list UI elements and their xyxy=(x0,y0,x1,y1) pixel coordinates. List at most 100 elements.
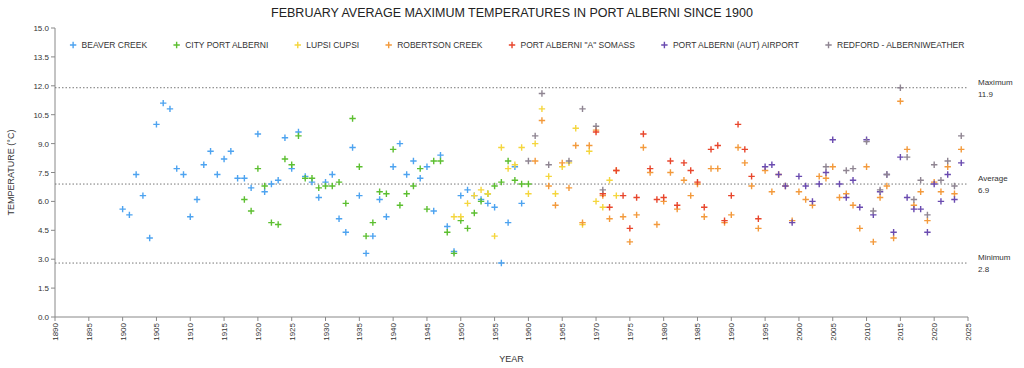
point xyxy=(376,196,382,202)
point xyxy=(654,221,660,227)
point xyxy=(471,192,477,198)
x-axis-line xyxy=(55,317,968,318)
y-tick-label: 10.5 xyxy=(33,111,49,120)
point xyxy=(532,133,538,139)
point xyxy=(816,181,822,187)
x-tick-label: 1935 xyxy=(355,322,364,340)
x-tick xyxy=(663,317,664,321)
point xyxy=(498,144,504,150)
point xyxy=(268,219,274,225)
point xyxy=(316,185,322,191)
title: FEBRUARY AVERAGE MAXIMUM TEMPERATURES IN… xyxy=(271,6,753,20)
point xyxy=(214,171,220,177)
point xyxy=(370,219,376,225)
y-tick xyxy=(51,317,55,318)
x-tick xyxy=(122,317,123,321)
point xyxy=(688,192,694,198)
y-tick-label: 3.0 xyxy=(38,255,50,264)
point xyxy=(518,181,524,187)
legend-marker xyxy=(661,42,667,48)
point xyxy=(904,146,910,152)
point xyxy=(525,190,531,196)
point xyxy=(397,202,403,208)
plot-area xyxy=(119,85,964,267)
point xyxy=(431,208,437,214)
x-axis-title: YEAR xyxy=(499,354,524,364)
point xyxy=(870,208,876,214)
point xyxy=(850,177,856,183)
x-tick xyxy=(426,317,427,321)
y-axis-title: TEMPERATURE (°C) xyxy=(6,130,16,216)
point xyxy=(518,200,524,206)
x-tick xyxy=(697,317,698,321)
point xyxy=(890,235,896,241)
point xyxy=(491,204,497,210)
point xyxy=(924,212,930,218)
y-tick xyxy=(51,201,55,202)
point xyxy=(945,158,951,164)
point xyxy=(343,200,349,206)
point xyxy=(620,214,626,220)
y-tick xyxy=(51,288,55,289)
reference-value: 6.9 xyxy=(978,186,990,195)
point xyxy=(904,194,910,200)
point xyxy=(363,233,369,239)
point xyxy=(329,171,335,177)
point xyxy=(951,190,957,196)
point xyxy=(498,260,504,266)
point xyxy=(207,148,213,154)
point xyxy=(701,214,707,220)
point xyxy=(735,144,741,150)
point xyxy=(924,229,930,235)
point xyxy=(667,158,673,164)
x-tick xyxy=(596,317,597,321)
x-tick xyxy=(190,317,191,321)
point xyxy=(857,204,863,210)
y-tick-label: 7.5 xyxy=(38,169,50,178)
point xyxy=(694,179,700,185)
point xyxy=(336,216,342,222)
point xyxy=(951,183,957,189)
point xyxy=(573,142,579,148)
point xyxy=(836,181,842,187)
legend-marker xyxy=(385,42,391,48)
point xyxy=(424,164,430,170)
point xyxy=(715,142,721,148)
x-tick xyxy=(494,317,495,321)
point xyxy=(911,196,917,202)
point xyxy=(884,171,890,177)
legend: BEAVER CREEKCITY PORT ALBERNILUPSI CUPSI… xyxy=(70,40,964,50)
point xyxy=(566,185,572,191)
point xyxy=(579,219,585,225)
point xyxy=(485,190,491,196)
point xyxy=(451,250,457,256)
point xyxy=(897,154,903,160)
x-tick-label: 2025 xyxy=(964,322,973,340)
y-tick xyxy=(51,114,55,115)
point xyxy=(383,190,389,196)
point xyxy=(870,239,876,245)
point xyxy=(938,189,944,195)
point xyxy=(640,144,646,150)
point xyxy=(255,131,261,137)
point xyxy=(512,162,518,168)
point xyxy=(775,171,781,177)
point xyxy=(349,144,355,150)
reference-line xyxy=(55,263,968,264)
point xyxy=(945,171,951,177)
legend-marker xyxy=(509,42,515,48)
point xyxy=(201,162,207,168)
point xyxy=(897,98,903,104)
point xyxy=(593,198,599,204)
point xyxy=(606,216,612,222)
point xyxy=(532,140,538,146)
x-tick-label: 1960 xyxy=(524,322,533,340)
point xyxy=(464,187,470,193)
point xyxy=(464,200,470,206)
point xyxy=(843,194,849,200)
point xyxy=(566,158,572,164)
point xyxy=(654,196,660,202)
x-tick xyxy=(900,317,901,321)
x-tick-label: 2000 xyxy=(795,322,804,340)
point xyxy=(417,175,423,181)
